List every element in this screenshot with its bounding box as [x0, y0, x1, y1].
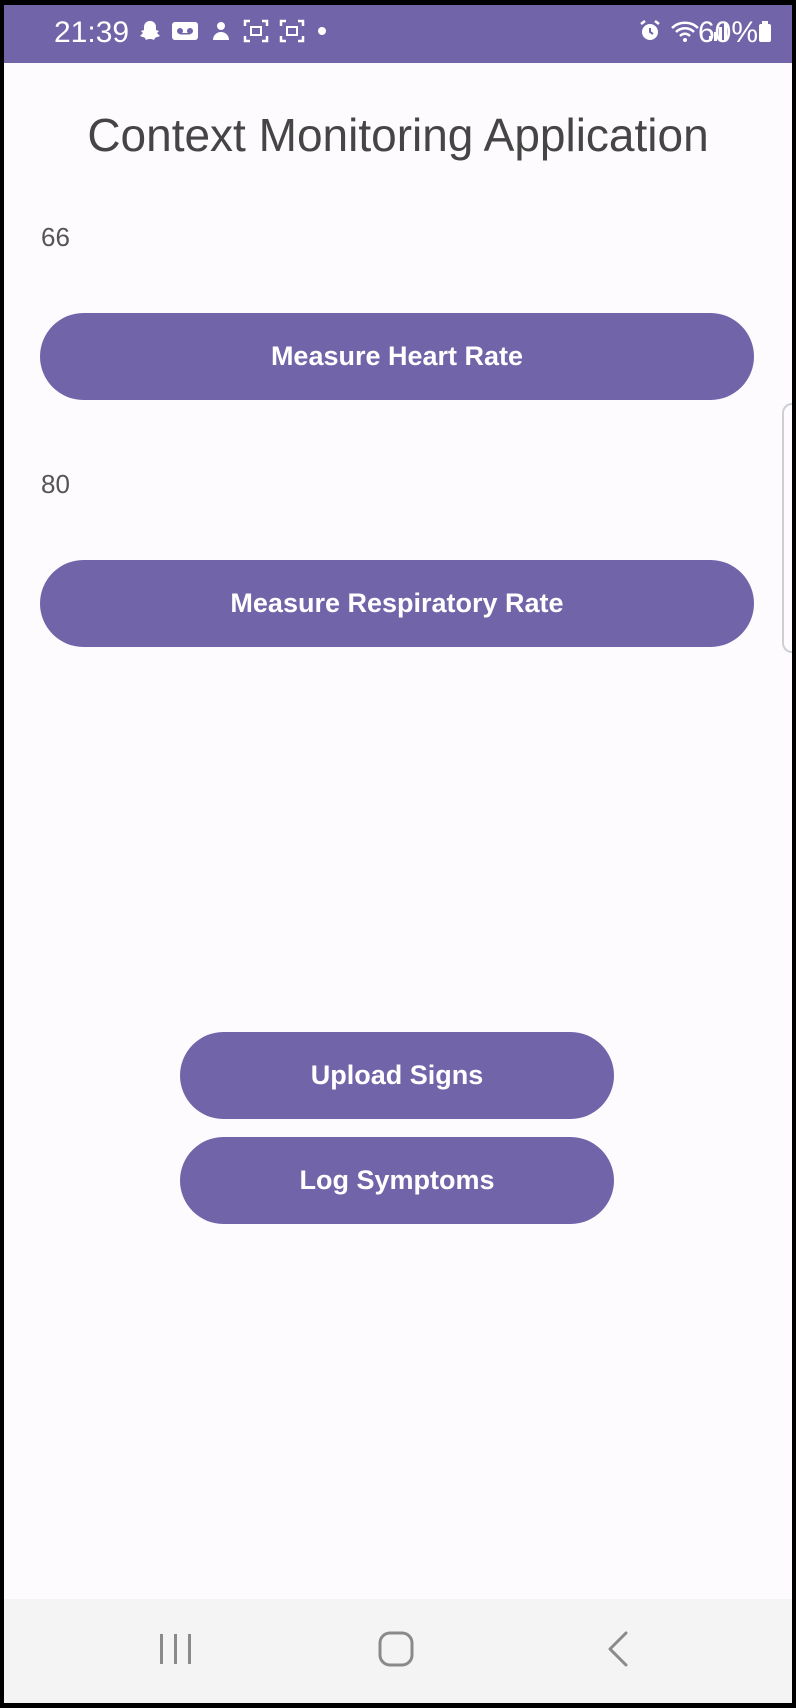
- measure-respiratory-rate-label: Measure Respiratory Rate: [230, 588, 564, 618]
- recent-apps-icon: [156, 1631, 196, 1672]
- navigation-bar: [4, 1599, 792, 1703]
- recent-apps-button[interactable]: [146, 1625, 206, 1677]
- back-button[interactable]: [589, 1625, 649, 1677]
- measure-respiratory-rate-button[interactable]: Measure Respiratory Rate: [40, 560, 754, 647]
- status-bar: 21:39: [4, 5, 792, 63]
- status-time: 21:39: [54, 16, 130, 49]
- snapchat-icon: [139, 19, 161, 48]
- page-title: Context Monitoring Application: [87, 109, 709, 161]
- system-icons: [638, 19, 730, 48]
- measure-heart-rate-label: Measure Heart Rate: [270, 341, 524, 371]
- upload-signs-label: Upload Signs: [310, 1060, 484, 1090]
- app-notification-icon: [209, 19, 233, 48]
- home-button[interactable]: [366, 1625, 426, 1677]
- screenshot-icon: [279, 19, 305, 48]
- log-symptoms-label: Log Symptoms: [299, 1165, 495, 1195]
- voicemail-icon: [171, 20, 199, 47]
- back-icon: [604, 1629, 634, 1674]
- wifi-icon: [670, 19, 700, 48]
- more-notifications-dot: [315, 19, 329, 48]
- battery-icon: [758, 16, 772, 49]
- screenshot-icon: [243, 19, 269, 48]
- app-screen: 21:39: [4, 5, 792, 1703]
- alarm-icon: [638, 19, 662, 48]
- heart-rate-value: 66: [41, 222, 70, 252]
- log-symptoms-button[interactable]: Log Symptoms: [180, 1137, 614, 1224]
- measure-heart-rate-button[interactable]: Measure Heart Rate: [40, 313, 754, 400]
- signal-icon: [708, 19, 730, 48]
- upload-signs-button[interactable]: Upload Signs: [180, 1032, 614, 1119]
- scroll-edge-indicator: [782, 403, 792, 653]
- notification-icons: [139, 19, 329, 48]
- home-icon: [376, 1629, 416, 1674]
- respiratory-rate-value: 80: [41, 469, 70, 499]
- battery-percentage: 60%: [698, 15, 772, 51]
